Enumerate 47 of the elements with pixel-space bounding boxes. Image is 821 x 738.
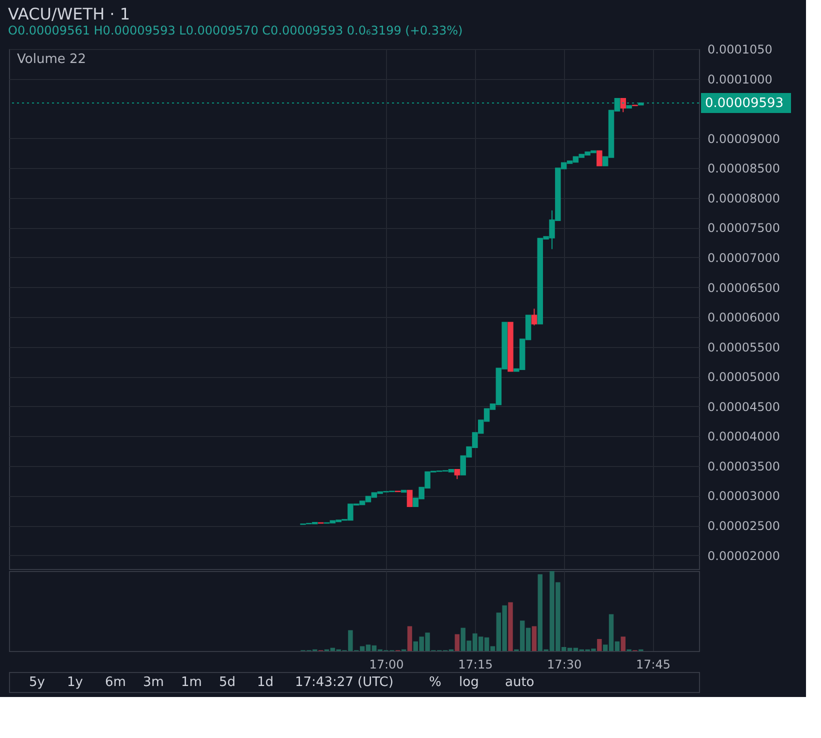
text: 3m — [143, 675, 164, 690]
y-tick-label: 0.00008500 — [708, 162, 780, 176]
y-tick-label: 0.00003000 — [708, 489, 780, 504]
candlestick — [454, 469, 460, 480]
text: log — [459, 675, 479, 690]
text: % — [429, 675, 442, 690]
y-tick-label: 0.00007000 — [708, 250, 780, 265]
chart-subtitle: O0.00009561 H0.00009593 L0.00009570 C0.00009593 0.0₆3199 (+0.33%) — [8, 24, 463, 38]
bar — [454, 634, 460, 651]
y-tick-label: 0.00003500 — [708, 459, 780, 474]
text: 17:43:27 (UTC) — [295, 675, 394, 690]
bar — [508, 602, 513, 651]
text: 1y — [67, 675, 84, 690]
text: 6m — [105, 675, 126, 690]
y-tick-label: 0.00007500 — [708, 221, 780, 236]
candlestick — [596, 150, 602, 166]
candlestick — [531, 308, 538, 326]
y-tick-label: 0.00002500 — [708, 519, 780, 534]
y-tick-label: 0.0001050 — [708, 42, 772, 56]
bar — [620, 636, 626, 651]
ref-line-label: 0.00009593 — [705, 96, 784, 112]
bar — [532, 626, 537, 651]
candlestick — [620, 98, 626, 113]
chart-title: VACU/WETH · 1 — [8, 4, 130, 24]
candlestick — [406, 490, 413, 508]
x-tick-label: 17:00 — [369, 658, 404, 672]
text: auto — [505, 675, 534, 690]
text: 1m — [181, 675, 202, 690]
y-tick-label: 0.00008000 — [708, 191, 780, 206]
y-tick-label: 0.00009000 — [708, 132, 780, 146]
y-tick-label: 0.00002000 — [708, 548, 780, 563]
annotation: Volume 22 — [17, 52, 86, 67]
y-tick-label: 0.00004000 — [708, 430, 780, 444]
text: 1d — [257, 675, 274, 690]
y-tick-label: 0.00005000 — [708, 370, 780, 384]
y-tick-label: 0.00004500 — [708, 400, 780, 414]
text: 5y — [29, 675, 46, 690]
bar — [407, 626, 412, 651]
text: 5d — [219, 675, 236, 690]
x-tick-label: 17:45 — [636, 658, 671, 672]
y-tick-label: 0.00006000 — [708, 310, 780, 325]
bar — [597, 639, 602, 651]
x-tick-label: 17:15 — [458, 658, 493, 672]
x-tick-label: 17:30 — [547, 658, 582, 672]
y-tick-label: 0.00006500 — [708, 280, 780, 295]
y-tick-label: 0.0001000 — [708, 72, 772, 86]
y-tick-label: 0.00005500 — [708, 340, 780, 354]
